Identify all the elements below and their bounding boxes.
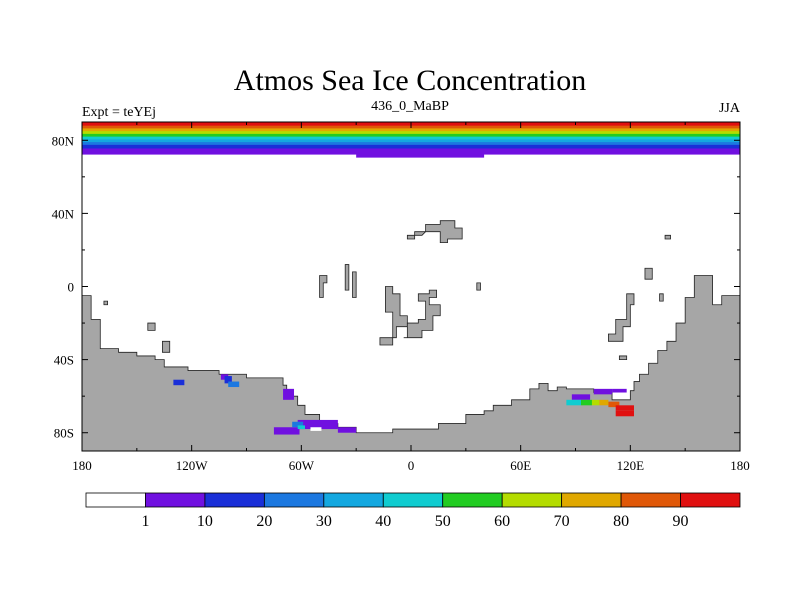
land-antarctica-and-south-america xyxy=(82,275,740,451)
map-plot-area xyxy=(82,122,740,451)
colorbar-label-7: 70 xyxy=(554,513,570,530)
sea-ice-cell-10 xyxy=(310,427,322,431)
x-tick-label-0: 180 xyxy=(72,458,92,473)
colorbar-label-0: 1 xyxy=(141,513,149,530)
colorbar-box-5 xyxy=(382,492,444,508)
x-tick-label-4: 60E xyxy=(510,458,531,473)
sea-ice-cell-20 xyxy=(615,410,634,417)
x-tick-label-6: 180 xyxy=(730,458,750,473)
season-label: JJA xyxy=(719,101,741,116)
x-tick-label-5: 120E xyxy=(617,458,645,473)
sea-ice-cell-15 xyxy=(580,399,592,406)
land-small-island-4 xyxy=(476,282,481,291)
arctic-ice-band-5 xyxy=(82,136,740,140)
colorbar-label-1: 10 xyxy=(197,513,213,530)
axis-ticks: 180 120W 60W 0 60E 120E 180 80N 40N 0 40S 80S xyxy=(52,122,750,473)
land-island-near-130e xyxy=(644,267,653,280)
colorbar-label-3: 30 xyxy=(316,513,332,530)
x-tick-label-2: 60W xyxy=(289,458,315,473)
land-small-island-2 xyxy=(344,264,350,291)
arctic-ice-edge xyxy=(356,153,485,158)
arctic-ice-band-8 xyxy=(82,144,740,150)
sea-ice-cell-14 xyxy=(566,399,581,406)
colorbar-box-1 xyxy=(145,492,206,508)
sea-ice-cell-6 xyxy=(297,419,338,430)
y-tick-label-3: 40S xyxy=(54,353,74,368)
arctic-ice-band-3 xyxy=(82,131,740,135)
chart-subtitle: 436_0_MaBP xyxy=(371,99,449,114)
colorbar-label-8: 80 xyxy=(613,513,629,530)
land-small-tropical-island xyxy=(319,275,328,298)
sea-ice-cell-3 xyxy=(228,381,240,388)
colorbar-box-8 xyxy=(561,492,622,508)
colorbar-box-4 xyxy=(323,492,384,508)
land-island-near-140e xyxy=(664,234,671,240)
colorbar-box-2 xyxy=(204,492,265,508)
colorbar-label-6: 60 xyxy=(494,513,510,530)
chart-title: Atmos Sea Ice Concentration xyxy=(234,64,586,97)
colorbar-label-2: 20 xyxy=(256,513,272,530)
y-tick-label-0: 80N xyxy=(52,133,75,148)
sea-ice-cell-18 xyxy=(608,401,620,408)
colorbar-box-7 xyxy=(501,492,563,508)
land-small-island-6 xyxy=(147,322,156,331)
x-tick-label-3: 0 xyxy=(408,458,415,473)
sea-ice-cell-2 xyxy=(224,376,232,384)
arctic-ice-band-6 xyxy=(82,139,740,143)
sea-ice-cell-17 xyxy=(599,399,609,406)
sea-ice-cell-5 xyxy=(273,427,300,435)
experiment-label: Expt = teYEj xyxy=(82,105,156,120)
y-tick-label-4: 80S xyxy=(54,426,74,441)
colorbar-box-9 xyxy=(620,492,681,508)
sea-ice-cell-11 xyxy=(593,388,613,395)
land-tropical-island-c xyxy=(379,286,408,346)
land-small-island-3 xyxy=(352,271,357,298)
land-small-island-7 xyxy=(162,340,171,353)
colorbar-box-10 xyxy=(680,492,741,508)
sea-ice-cell-8 xyxy=(292,421,304,428)
sea-ice-cell-13 xyxy=(571,394,591,400)
colorbar-box-0 xyxy=(85,492,146,508)
sea-ice-cell-19 xyxy=(615,405,634,411)
arctic-ice-band-9 xyxy=(82,148,740,155)
colorbar-label-4: 40 xyxy=(375,513,391,530)
colorbar: 1 10 20 30 40 50 60 70 80 90 xyxy=(85,492,741,530)
land-small-island-5 xyxy=(103,300,108,306)
arctic-ice-band-4 xyxy=(82,133,740,138)
land-north-atlantic-island xyxy=(406,220,463,244)
colorbar-label-5: 50 xyxy=(435,513,451,530)
land-island-near-116e xyxy=(618,355,628,361)
sea-ice-cell-7 xyxy=(337,427,357,433)
colorbar-label-9: 90 xyxy=(673,513,689,530)
arctic-ice-band-7 xyxy=(82,142,740,146)
sea-ice-cell-0 xyxy=(173,379,185,386)
arctic-ice-band-2 xyxy=(82,128,740,132)
sea-ice-cell-4 xyxy=(283,388,295,400)
colorbar-box-6 xyxy=(442,492,503,508)
colorbar-box-3 xyxy=(263,492,325,508)
sea-ice-cell-9 xyxy=(297,425,305,430)
land-island-near-136e xyxy=(659,293,664,302)
land-tropical-island-s xyxy=(403,289,441,339)
y-tick-label-2: 0 xyxy=(68,280,75,295)
land-pacific-island-chain xyxy=(608,293,635,342)
sea-ice-cell-16 xyxy=(591,399,600,406)
sea-ice-cell-12 xyxy=(612,388,627,393)
x-tick-label-1: 120W xyxy=(176,458,209,473)
y-tick-label-1: 40N xyxy=(52,206,75,221)
